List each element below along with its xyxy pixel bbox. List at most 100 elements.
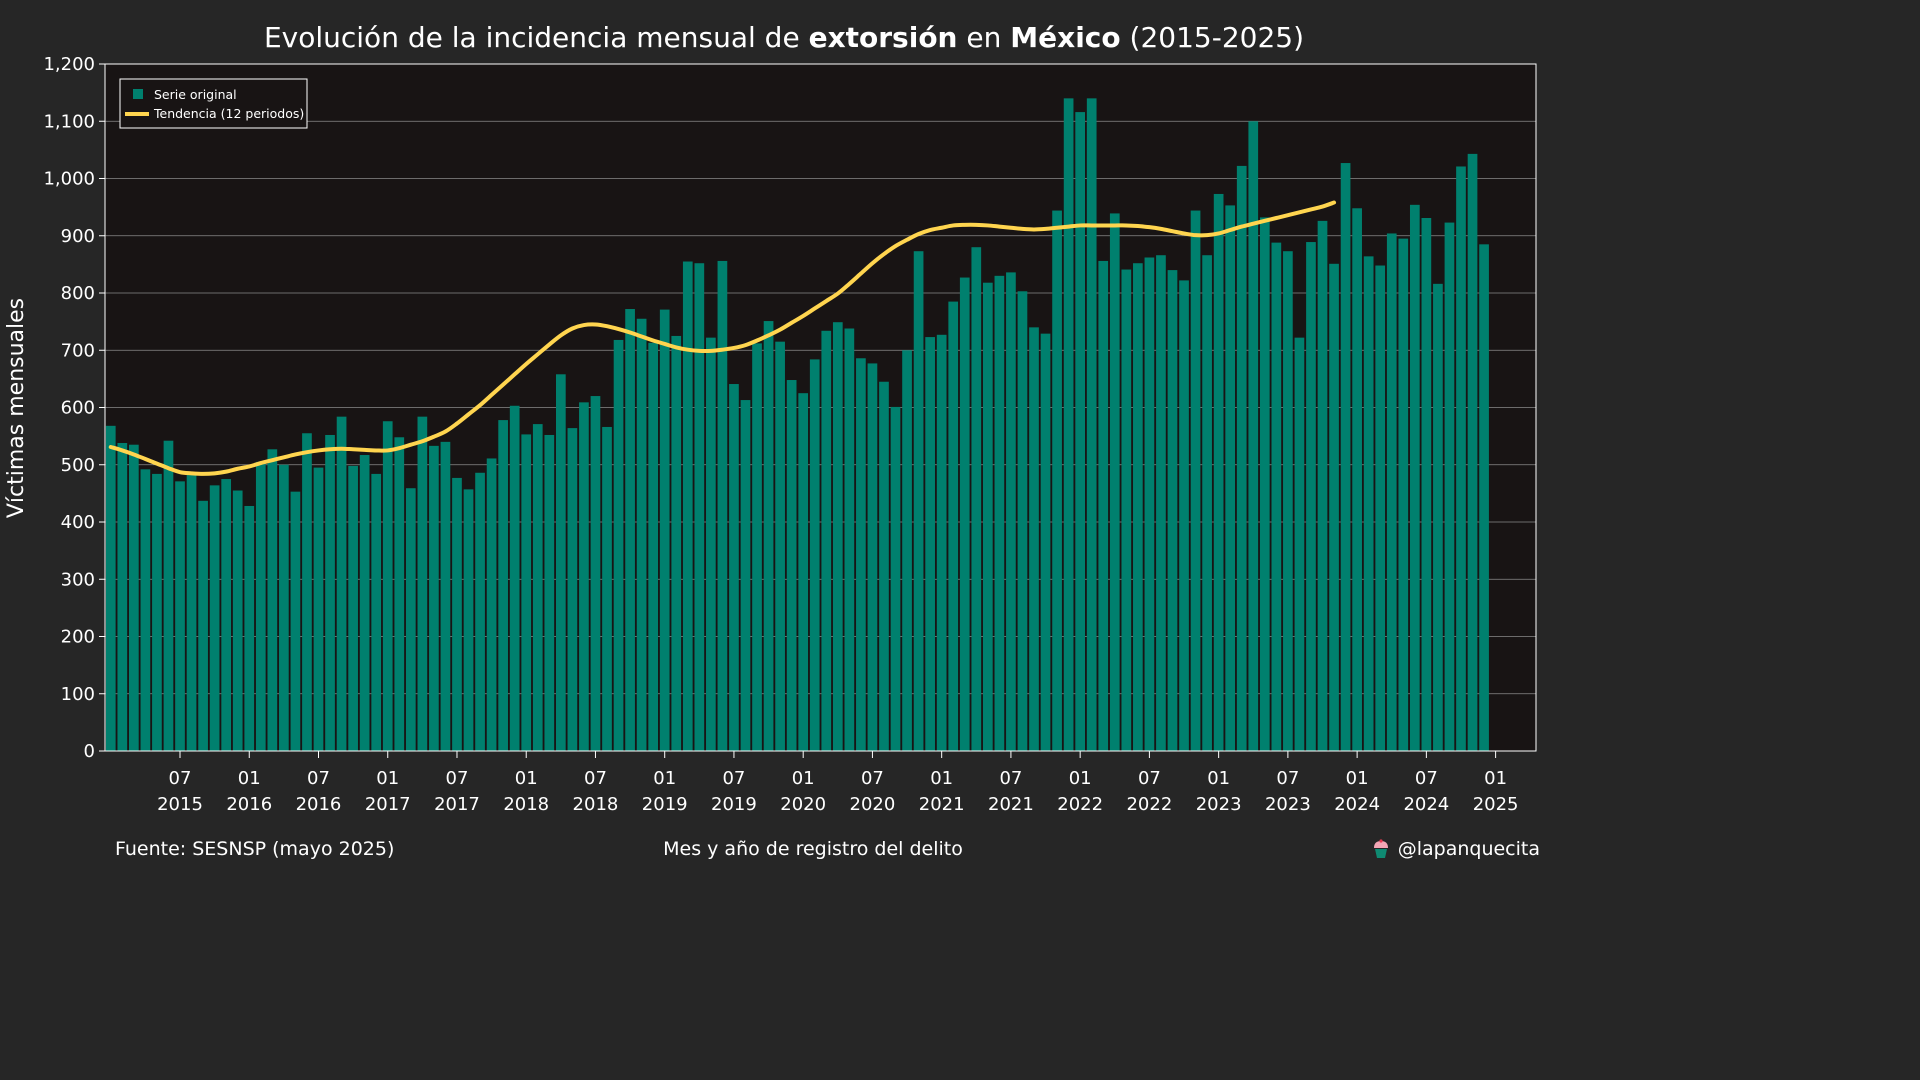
bar [1040,333,1051,751]
bar [602,426,612,751]
x-tick-month: 07 [861,768,884,789]
x-tick-month: 07 [307,768,330,789]
y-tick-label: 700 [61,340,95,361]
bar [959,277,970,751]
bar [394,437,405,751]
bar [671,335,682,751]
x-tick-month: 01 [515,768,538,789]
x-tick-year: 2021 [988,794,1034,815]
bar [706,337,716,751]
bar [417,416,428,751]
bar [1340,163,1351,752]
bar [290,491,301,751]
bar [532,424,543,751]
legend-swatch-bars [133,89,143,99]
x-tick-year: 2025 [1473,794,1519,815]
bar [440,441,451,751]
bar [775,341,785,751]
bar [856,358,866,751]
bar [1121,269,1132,751]
bar [1259,217,1270,751]
title-part-2: en [958,21,1011,54]
bar [475,472,485,751]
bar [694,263,705,751]
bar [1190,210,1201,751]
y-tick-label: 500 [61,455,95,476]
bar [232,490,243,751]
bar [982,282,993,751]
legend-label-trend: Tendencia (12 periodos) [153,106,304,121]
bar [1052,210,1062,751]
x-tick-month: 07 [584,768,607,789]
bar [555,374,566,751]
bar [175,481,185,751]
bar [302,433,312,751]
bar [1075,112,1086,752]
bar [902,350,912,751]
bar [971,247,982,751]
bar [1236,165,1247,751]
bar [1063,98,1074,752]
bar [313,467,324,751]
bar [105,425,116,751]
title-bold-country: México [1010,21,1120,54]
x-tick-month: 01 [1207,768,1230,789]
bar [348,465,358,751]
y-tick-label: 800 [61,283,95,304]
bar [544,434,555,751]
bar [1433,283,1443,751]
source-note: Fuente: SESNSP (mayo 2025) [115,838,395,860]
bar [1444,222,1455,751]
x-tick-month: 01 [653,768,676,789]
x-axis: 07 2015 01 2016 07 2016 01 2017 07 2017 01 2018 07 20… [157,751,1519,815]
bar [1317,220,1328,752]
bar [729,384,739,751]
bar [1144,257,1155,751]
bar [1467,153,1478,751]
x-tick-year: 2019 [711,794,757,815]
bar [1086,98,1097,752]
bar [1017,291,1028,751]
bar [925,337,935,751]
bar [567,428,578,751]
bar [509,405,520,751]
bar [1283,251,1293,751]
bar [1294,337,1305,751]
x-tick-year: 2015 [157,794,203,815]
x-tick-month: 07 [446,768,469,789]
bar [1167,270,1178,751]
chart-title: Evolución de la incidencia mensual de ex… [264,21,1304,54]
bar [936,334,947,751]
bar [279,464,289,751]
bar [636,318,647,751]
legend-box [119,78,308,129]
y-tick-label: 300 [61,569,95,590]
bar [336,416,347,751]
bar [1202,255,1212,751]
bar [325,434,335,751]
x-tick-year: 2022 [1126,794,1172,815]
credit-handle: @lapanquecita [1397,838,1540,860]
credit: @lapanquecita [1370,838,1540,860]
y-tick-label: 100 [61,684,95,705]
bar [359,455,370,751]
bar [740,400,751,751]
x-tick-year: 2022 [1057,794,1103,815]
y-tick-label: 1,000 [43,169,95,190]
bar [1098,260,1109,751]
bar [186,475,197,751]
bar [267,449,278,751]
bar [1109,213,1120,752]
svg-text:Evolución de la incidencia men: Evolución de la incidencia mensual de ex… [264,21,1304,54]
bar [1213,193,1224,751]
x-tick-month: 01 [238,768,261,789]
bar [1421,218,1432,751]
cupcake-icon [1373,839,1388,858]
bar [1329,263,1339,751]
x-tick-year: 2023 [1196,794,1242,815]
bar [948,301,959,751]
bar [625,309,635,751]
y-tick-label: 400 [61,512,95,533]
bar [1363,256,1374,751]
y-axis: 0 100 200 300 400 500 600 700 800 900 1,000 1,100 1,… [43,54,105,762]
